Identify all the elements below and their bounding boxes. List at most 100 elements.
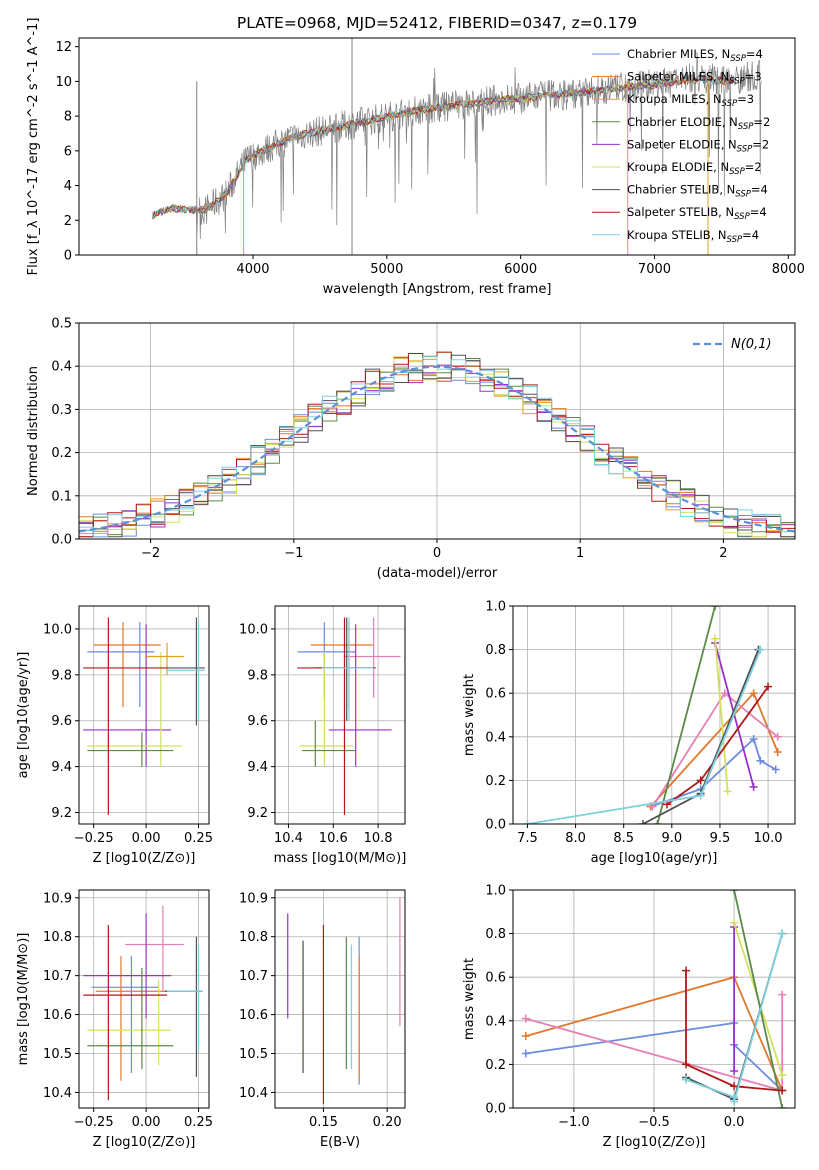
y-tick-label: 0.5 — [51, 317, 72, 332]
mass-weight-line — [733, 890, 784, 1108]
y-tick-label: 0.2 — [485, 1058, 506, 1073]
mass-weight-point — [749, 734, 758, 743]
mass-weight-point — [720, 689, 729, 698]
legend-entry: Chabrier MILES, NSSP=4 — [627, 47, 763, 64]
x-tick-label: 0 — [433, 546, 441, 561]
mass-weight-point — [749, 782, 758, 791]
y-tick-label: 10.9 — [239, 891, 268, 906]
mass-weight-point — [778, 1086, 787, 1095]
x-tick-label: −0.5 — [638, 1115, 670, 1130]
x-tick-label: 5000 — [370, 262, 403, 277]
y-tick-label: 9.2 — [247, 806, 268, 821]
x-axis-label: Z [log10(Z/Z⊙)] — [93, 851, 196, 866]
panel-weight_vs_age: 7.5 8.0 8.5 9.0 9.5 10.0 0.0 0.2 0.4 0.6 0.8 1.0 age… — [462, 600, 796, 866]
y-tick-label: 10.4 — [239, 1086, 268, 1101]
x-tick-label: 0.00 — [132, 831, 161, 846]
x-tick-label: 8000 — [772, 262, 805, 277]
y-tick-label: 12 — [55, 40, 72, 55]
legend: N(0,1) — [693, 337, 772, 352]
plot-area — [287, 897, 401, 1105]
x-tick-label: 10.8 — [364, 831, 393, 846]
mass-weight-point — [771, 765, 780, 774]
y-tick-label: 0.8 — [485, 643, 506, 658]
gaussian-reference-line — [79, 365, 795, 533]
mass-weight-point — [730, 1082, 739, 1091]
x-tick-label: 10.0 — [754, 831, 783, 846]
mass-weight-point — [711, 634, 720, 643]
y-tick-label: 0.0 — [485, 1102, 506, 1117]
mass-weight-point — [773, 748, 782, 757]
y-axis-label: mass weight — [462, 674, 477, 756]
plot-area — [521, 890, 787, 1108]
mass-weight-point — [653, 820, 662, 824]
mass-weight-point — [730, 890, 739, 894]
y-tick-label: 9.2 — [51, 806, 72, 821]
mass-weight-point — [521, 1014, 530, 1023]
y-tick-label: 6 — [64, 144, 72, 159]
x-tick-label: 9.0 — [661, 831, 682, 846]
y-tick-label: 2 — [64, 214, 72, 229]
y-tick-label: 0.2 — [51, 446, 72, 461]
x-tick-label: −2 — [141, 546, 160, 561]
y-axis-label: mass weight — [462, 958, 477, 1040]
x-axis-label: (data-model)/error — [377, 566, 498, 581]
y-tick-label: 10 — [55, 75, 72, 90]
x-tick-label: 4000 — [236, 262, 269, 277]
legend-entry: Salpeter ELODIE, NSSP=2 — [627, 137, 769, 154]
x-tick-label: −0.25 — [74, 831, 114, 846]
y-tick-label: 0 — [64, 249, 72, 264]
x-tick-label: 2 — [719, 546, 727, 561]
legend-entry: Salpeter MILES, NSSP=3 — [627, 70, 762, 87]
y-tick-label: 10.6 — [43, 1008, 72, 1023]
panel-residuals: −2 −1 0 1 2 0.0 0.1 0.2 0.3 0.4 0.5 (data-model)/er… — [26, 317, 796, 581]
panel-age_vs_mass: 10.4 10.6 10.8 9.2 9.4 9.6 9.8 10.0 mass [log10(… — [239, 605, 406, 866]
residual-histogram-line — [79, 354, 795, 538]
y-tick-label: 0.6 — [485, 687, 506, 702]
y-tick-label: 9.4 — [51, 760, 72, 775]
plot-frame — [274, 605, 406, 825]
plot-frame — [512, 605, 796, 825]
x-tick-label: 7.5 — [517, 831, 538, 846]
y-tick-label: 9.4 — [247, 760, 268, 775]
y-tick-label: 0.0 — [485, 818, 506, 833]
y-tick-label: 9.8 — [247, 668, 268, 683]
plot-area — [297, 617, 401, 815]
mass-weight-point — [730, 1097, 739, 1106]
plot-area — [523, 606, 782, 824]
y-axis-label: Flux [f_λ 10^-17 erg cm^-2 s^-1 A^-1] — [26, 18, 41, 276]
x-tick-label: −0.25 — [74, 1115, 114, 1130]
plot-area — [83, 905, 203, 1101]
y-tick-label: 0.6 — [485, 971, 506, 986]
plot-area — [152, 38, 762, 255]
mass-weight-point — [778, 1104, 787, 1108]
x-axis-label: age [log10(age/yr)] — [591, 851, 718, 866]
model-spectrum-line — [152, 73, 734, 220]
y-tick-label: 8 — [64, 110, 72, 125]
legend-entry: Chabrier STELIB, NSSP=4 — [627, 183, 768, 200]
mass-weight-point — [778, 990, 787, 999]
mass-weight-point — [773, 732, 782, 741]
mass-weight-point — [778, 1071, 787, 1080]
y-tick-label: 0.4 — [485, 1014, 506, 1029]
residual-histogram-line — [79, 356, 795, 538]
y-tick-label: 10.7 — [43, 969, 72, 984]
mass-weight-point — [682, 966, 691, 975]
legend-entry: Kroupa STELIB, NSSP=4 — [627, 228, 759, 245]
y-axis-label: mass [log10(M/M⊙)] — [16, 933, 31, 1066]
x-tick-label: 10.6 — [319, 831, 348, 846]
y-axis-label: Normed distribution — [26, 366, 41, 496]
panel-mass_vs_Z: −0.25 0.00 0.25 10.4 10.5 10.6 10.7 10.8 10.9 Z [… — [16, 889, 213, 1150]
y-tick-label: 9.6 — [247, 714, 268, 729]
mass-weight-point — [730, 1066, 739, 1075]
y-tick-label: 10.7 — [239, 969, 268, 984]
x-tick-label: 0.25 — [184, 831, 213, 846]
y-tick-label: 0.4 — [485, 730, 506, 745]
y-tick-label: 9.6 — [51, 714, 72, 729]
mass-weight-point — [696, 776, 705, 785]
mass-weight-point — [521, 1049, 530, 1058]
x-tick-label: 0.15 — [309, 1115, 338, 1130]
plot-frame — [78, 605, 210, 825]
y-tick-label: 10.5 — [43, 1047, 72, 1062]
y-tick-label: 0.2 — [485, 774, 506, 789]
